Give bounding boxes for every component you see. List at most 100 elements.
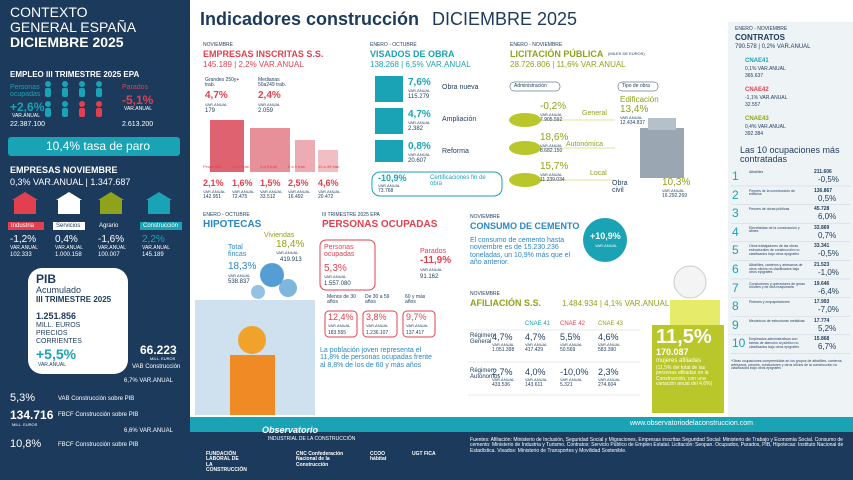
sectors-value: 145.189 bbox=[142, 252, 164, 258]
keys bbox=[251, 263, 297, 299]
occupations-name: Peones de la construcción de edificios bbox=[749, 188, 795, 197]
cnae-change: 0,1% VAR.ANUAL bbox=[745, 66, 786, 72]
ages-note: VAR.ANUAL bbox=[406, 323, 429, 328]
occupations-change: 6,7% bbox=[818, 342, 837, 352]
cells-change: 2,7% bbox=[492, 367, 513, 377]
employed-label: Personas ocupadas bbox=[324, 244, 355, 259]
cells-change: 4,6% bbox=[598, 332, 619, 342]
companies-subtitle: 0,3% VAR.ANUAL | 1.347.687 bbox=[10, 177, 131, 187]
occupations-value: 19.646 bbox=[814, 280, 830, 287]
admin-change: -0,2% bbox=[540, 101, 567, 112]
employed-note: VAR.ANUAL bbox=[324, 274, 347, 279]
large-label: Grandes 250y+ trab. bbox=[205, 77, 240, 89]
cement-circle bbox=[583, 218, 627, 262]
cnae-change: -1,1% VAR.ANUAL bbox=[745, 95, 788, 101]
gva-share-label: VAB Construcción sobre PIB bbox=[58, 396, 135, 402]
tender-lines bbox=[540, 119, 615, 181]
footer-observatory: Observatorio bbox=[262, 425, 319, 435]
rows-label: Régimen General bbox=[470, 333, 495, 346]
sector-icon bbox=[98, 192, 124, 200]
items-note: VAR.ANUAL bbox=[408, 88, 431, 93]
cells-value: 5.321 bbox=[560, 382, 573, 388]
tenders-admin-label: Administración bbox=[514, 83, 547, 89]
items-name: Obra nueva bbox=[442, 84, 479, 91]
sector-icon bbox=[100, 200, 122, 214]
person-icon bbox=[79, 101, 85, 107]
sector-tag bbox=[8, 222, 44, 230]
sectors-change: -1,6% bbox=[98, 234, 125, 245]
certificates-change: -10,9% bbox=[378, 173, 407, 183]
admin-name: Autonómica bbox=[566, 141, 603, 148]
occupations-change: -7,0% bbox=[818, 305, 839, 315]
tenders-subtitle: 28.726.806 | 11,6% VAR.ANUAL bbox=[510, 60, 626, 69]
cnae-name: CNAE41 bbox=[745, 58, 769, 64]
items-change: 7,6% bbox=[408, 77, 431, 88]
cells-value: 433.536 bbox=[492, 382, 511, 388]
small-note: VAR.ANUAL bbox=[288, 189, 311, 194]
cnae-name: CNAE42 bbox=[745, 87, 769, 93]
gdp-note: VAR.ANUAL bbox=[38, 362, 66, 368]
person-icon bbox=[79, 88, 85, 97]
admin-value: 8.682.150 bbox=[540, 148, 563, 154]
cells-change: 4,7% bbox=[492, 332, 513, 342]
ages-value: 137.417 bbox=[406, 330, 425, 336]
large-label: Medianas 50a249 trab. bbox=[258, 77, 287, 89]
small-change: 2,1% bbox=[203, 178, 224, 188]
person-icon bbox=[96, 88, 102, 97]
occupations-name: Pintores y empapeladores bbox=[749, 300, 790, 305]
admin-name: Local bbox=[590, 170, 607, 177]
small-note: VAR.ANUAL bbox=[232, 189, 255, 194]
companies-title: EMPRESAS NOVIEMBRE bbox=[10, 165, 118, 175]
tenders-title: LICITACIÓN PÚBLICA bbox=[510, 49, 604, 59]
gfcf-label: FBCF Construcción sobre PIB bbox=[58, 412, 139, 418]
worker-photo bbox=[195, 300, 315, 415]
cement-text: El consumo de cemento hasta noviembre es… bbox=[470, 237, 571, 267]
ages-value: 1.236.107 bbox=[366, 330, 389, 336]
cnae-change: 0,4% VAR.ANUAL bbox=[745, 124, 786, 130]
small-change: 1,5% bbox=[260, 178, 281, 188]
small-note: VAR.ANUAL bbox=[260, 189, 283, 194]
gfcf-share-label: FBCF Construcción sobre PIB bbox=[58, 442, 139, 448]
ages-change: 12,4% bbox=[328, 312, 354, 322]
sectors-value: 100.007 bbox=[98, 252, 120, 258]
large-value: 179 bbox=[205, 108, 216, 114]
employed-label: Personas ocupadas bbox=[10, 84, 41, 99]
admin-note: VAR.ANUAL bbox=[540, 112, 563, 117]
footer-logos: FUNDACIÓN LABORAL DE LA CONSTRUCCIÓN bbox=[206, 451, 247, 473]
cells-value: 50.569 bbox=[560, 347, 576, 353]
gva-change: 6,7% VAR.ANUAL bbox=[124, 378, 173, 384]
sectors-name: Construcción bbox=[143, 223, 179, 229]
sector-tag bbox=[140, 222, 182, 230]
sector-icon bbox=[56, 192, 82, 200]
gva-share: 5,3% bbox=[10, 392, 36, 404]
ages-note: VAR.ANUAL bbox=[328, 323, 351, 328]
gdp-unit: MILL. EUROS bbox=[36, 322, 81, 329]
occupations-value: 136.867 bbox=[814, 187, 833, 194]
workers-box bbox=[319, 239, 376, 291]
occupations-change: 6,0% bbox=[818, 212, 837, 222]
occupations-name: Electricistas de la construcción y afine… bbox=[749, 225, 800, 234]
tenders-type-label: Tipo de obra bbox=[622, 83, 650, 89]
ages-label: Menos de 30 años bbox=[327, 294, 356, 306]
unemployed-value: 2.613.200 bbox=[122, 121, 154, 128]
gfcf-share: 10,8% bbox=[10, 438, 42, 450]
women-text: (11,5% del total de las personas afiliad… bbox=[656, 365, 713, 387]
tenders-period: ENERO - NOVIEMBRE bbox=[510, 42, 563, 48]
unemployed-label: Parados bbox=[122, 84, 149, 91]
cells-value: 1.051.398 bbox=[492, 347, 515, 353]
workers-note: La población joven representa el 11,8% d… bbox=[320, 347, 432, 369]
employed-value: 1.557.080 bbox=[324, 281, 351, 287]
contracts-footnote: *Otras ocupaciones comprendidas en los g… bbox=[731, 359, 843, 371]
total-note: VAR.ANUAL bbox=[228, 273, 251, 278]
woman-photo bbox=[652, 265, 724, 413]
gdp-period: Acumulado bbox=[36, 285, 82, 295]
unemployed-value: 91.162 bbox=[420, 274, 439, 280]
cells-note: VAR.ANUAL bbox=[598, 342, 621, 347]
gdp-basis: CORRIENTES bbox=[36, 338, 82, 345]
large-change: 4,7% bbox=[205, 90, 228, 101]
employed-change: 5,3% bbox=[324, 263, 347, 274]
cement-note: VAR.ANUAL bbox=[595, 243, 618, 248]
small-note: VAR.ANUAL bbox=[318, 189, 341, 194]
tenders-unit: (MILES DE EUROS) bbox=[608, 51, 645, 56]
